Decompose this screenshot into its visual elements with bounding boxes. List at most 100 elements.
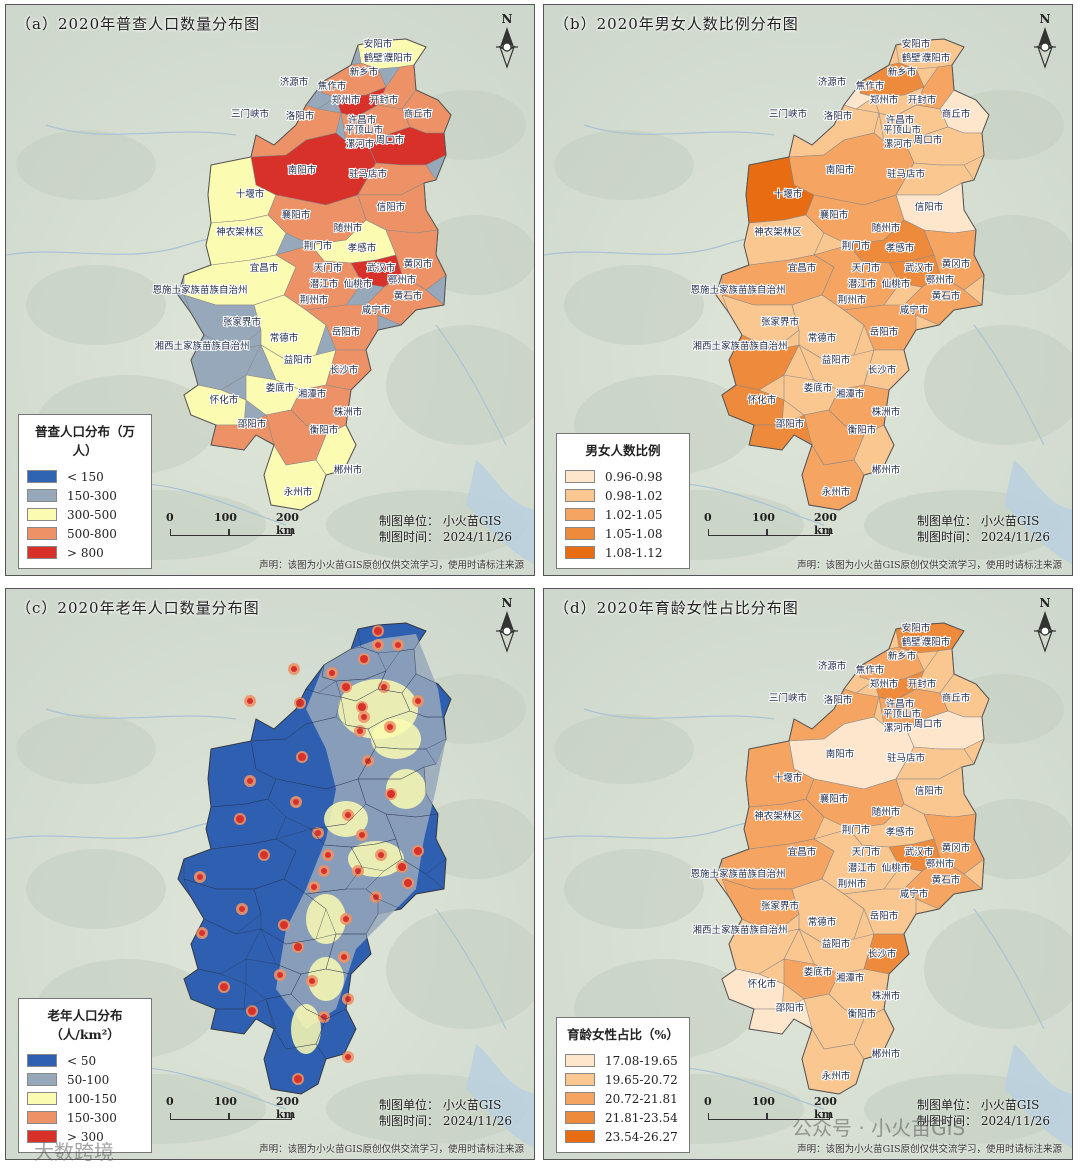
city-label: 长沙市 (868, 948, 897, 960)
legend-label: > 300 (67, 1129, 104, 1144)
legend-label: 150-300 (67, 488, 117, 503)
city-label: 孝感市 (886, 242, 915, 254)
city-label: 宜昌市 (788, 846, 817, 858)
city-label: 许昌市 (886, 114, 915, 126)
map-statement: 声明：该图为小火苗GIS原创仅供交流学习，使用时请标注来源 (259, 1144, 524, 1155)
scale-bar: 0 100 200 km (166, 511, 306, 551)
map-credit: 制图单位： 小火苗GIS 制图时间： 2024/11/26 (917, 513, 1050, 545)
north-label: N (1039, 596, 1051, 610)
city-label: 商丘市 (942, 108, 971, 120)
city-label: 长沙市 (868, 364, 897, 376)
legend-item: 21.81-23.54 (565, 1108, 681, 1127)
map-panel-b: 安阳市 鹤壁市 濮阳市 新乡市 济源市 焦作市 郑州市 开封市 三门峡市 洛阳市 商丘市 平顶山市 许昌… (543, 4, 1073, 576)
compass-icon (496, 27, 518, 69)
city-label: 株洲市 (872, 406, 901, 418)
legend-item: 150-300 (27, 1108, 143, 1127)
scale-tick-200: 200 km (814, 1095, 837, 1121)
scale-mid-tick (228, 529, 230, 535)
city-label: 安阳市 (902, 38, 931, 50)
city-label: 新乡市 (888, 66, 917, 78)
city-label: 焦作市 (856, 664, 885, 676)
city-label: 武汉市 (367, 262, 396, 274)
city-label: 鄂州市 (388, 274, 417, 286)
density-core (345, 812, 351, 818)
city-label: 武汉市 (905, 262, 934, 274)
city-label: 洛阳市 (824, 694, 853, 706)
city-label: 许昌市 (886, 698, 915, 710)
city-label: 怀化市 (210, 394, 239, 406)
legend-label: 17.08-19.65 (605, 1053, 678, 1068)
legend-label: < 150 (67, 469, 104, 484)
city-label: 开封市 (908, 678, 937, 690)
city-label: 武汉市 (905, 846, 934, 858)
city-label: 永州市 (822, 1070, 851, 1082)
scale-line (170, 529, 292, 536)
district-polygon (275, 244, 363, 311)
city-label: 潜江市 (310, 278, 339, 290)
city-label: 濮阳市 (922, 636, 951, 648)
city-label: 仙桃市 (344, 278, 373, 290)
city-label: 漯河市 (346, 138, 375, 150)
density-core (329, 670, 335, 676)
city-label: 濮阳市 (922, 52, 951, 64)
legend-item: 500-800 (27, 524, 143, 543)
city-label: 郴州市 (334, 464, 363, 476)
density-core (280, 921, 288, 929)
density-patch (308, 957, 344, 1001)
district-polygon (813, 828, 901, 895)
density-core (236, 815, 244, 823)
city-label: 岳阳市 (870, 326, 899, 338)
legend-label: 1.08-1.12 (605, 545, 663, 560)
city-label: 娄底市 (266, 382, 295, 394)
north-arrow-icon: N (494, 597, 520, 655)
city-label: 郑州市 (870, 678, 899, 690)
city-label: 随州市 (872, 806, 901, 818)
north-arrow-icon: N (1032, 13, 1058, 71)
terrain-relief (26, 265, 166, 345)
density-core (357, 728, 363, 734)
city-label: 怀化市 (748, 394, 777, 406)
legend-swatch (565, 508, 595, 521)
density-core (375, 642, 381, 648)
legend-swatch (565, 470, 595, 483)
density-core (325, 852, 331, 858)
region-outline (715, 38, 990, 511)
city-label: 湘西土家族苗族自治州 (692, 340, 787, 352)
legend-item: > 800 (27, 543, 143, 562)
city-label: 湘潭市 (298, 388, 327, 400)
density-core (260, 851, 268, 859)
city-label: 孝感市 (886, 826, 915, 838)
city-label: 黄石市 (932, 290, 961, 302)
city-label: 黄冈市 (942, 842, 971, 854)
city-label: 神农架林区 (754, 810, 802, 822)
city-label: 鄂州市 (926, 274, 955, 286)
legend-swatch (27, 508, 57, 521)
city-label: 三门峡市 (769, 692, 808, 704)
terrain-relief (16, 130, 156, 200)
city-label: 张家界市 (223, 316, 262, 328)
city-label: 益阳市 (822, 938, 851, 950)
scale-line (708, 529, 830, 536)
map-credit: 制图单位： 小火苗GIS 制图时间： 2024/11/26 (379, 513, 512, 545)
city-label: 郑州市 (870, 94, 899, 106)
coast-water (1004, 460, 1072, 564)
scale-tick-200: 200 km (276, 511, 299, 537)
terrain-relief (924, 325, 1072, 445)
river (973, 324, 1045, 446)
legend-item: 0.98-1.02 (565, 486, 681, 505)
density-core (404, 879, 412, 887)
river (583, 708, 775, 720)
terrain-relief (564, 265, 704, 345)
coast-water (1004, 1044, 1072, 1148)
city-label: 驻马店市 (887, 752, 926, 764)
legend-item: < 150 (27, 467, 143, 486)
panel-title: （c）2020年老年人口数量分布图 (16, 599, 260, 617)
city-label: 益阳市 (284, 354, 313, 366)
density-core (309, 978, 315, 984)
city-label: 南阳市 (826, 164, 855, 176)
legend-label: 300-500 (67, 507, 117, 522)
density-core (311, 884, 317, 890)
density-patch (291, 1004, 321, 1054)
legend-swatch (565, 1054, 595, 1067)
city-label: 岳阳市 (332, 326, 361, 338)
